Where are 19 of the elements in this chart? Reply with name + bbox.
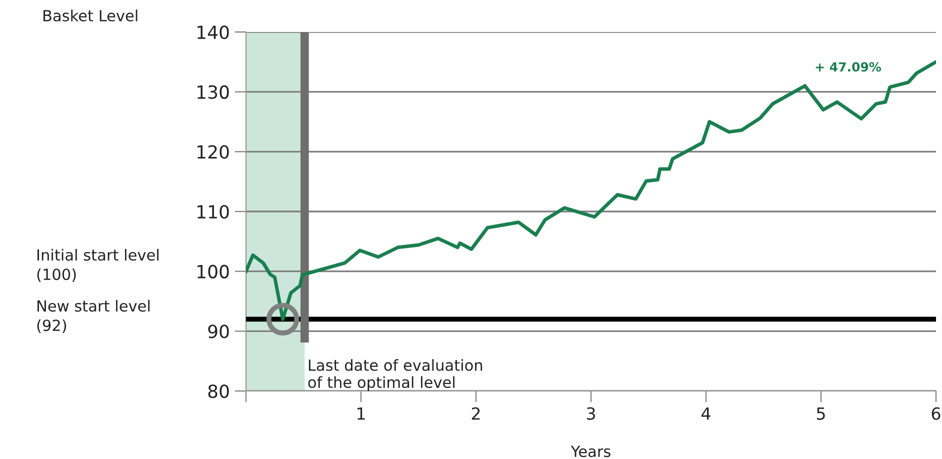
y-tick-label: 110: [198, 204, 229, 219]
x-tick-label: 6: [932, 407, 940, 420]
y-axis-title: Basket Level: [44, 10, 138, 22]
y-tick-label: 90: [208, 324, 229, 338]
y-tick-label: 140: [198, 25, 229, 40]
x-axis-title: Years: [570, 446, 610, 458]
x-tick-label: 2: [472, 407, 480, 420]
annotation: + 47.09%: [816, 62, 882, 72]
text: New start level (92): [37, 300, 150, 333]
x-tick-label: 1: [358, 407, 365, 420]
x-tick-label: 3: [586, 407, 595, 420]
text: Initial start level (100): [37, 248, 158, 282]
y-tick-label: 80: [208, 384, 229, 398]
y-tick-label: 120: [198, 145, 229, 159]
y-tick-label: 130: [198, 85, 229, 99]
y-tick-label: 100: [198, 264, 229, 278]
ref-line-label: Last date of evaluation of the optimal level: [308, 359, 482, 391]
x-tick-label: 5: [816, 407, 825, 420]
x-tick-label: 4: [702, 407, 710, 420]
